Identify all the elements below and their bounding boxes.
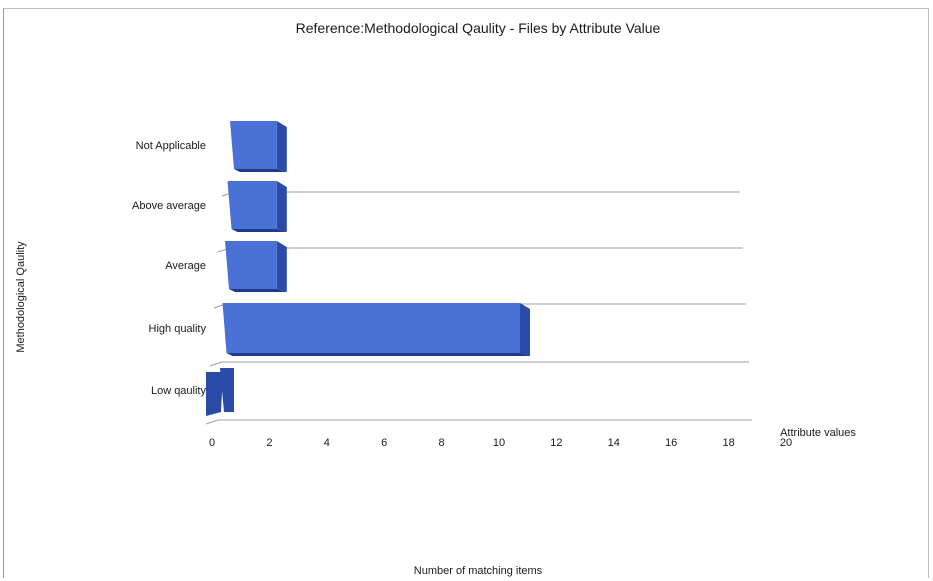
bar-average bbox=[225, 241, 277, 289]
x-tick-label: 12 bbox=[550, 437, 562, 449]
x-tick-label: 18 bbox=[722, 437, 734, 449]
x-tick-label: 8 bbox=[439, 437, 445, 449]
x-tick-label: 10 bbox=[493, 437, 505, 449]
x-tick-label: 20 bbox=[780, 437, 792, 449]
x-tick-label: 14 bbox=[608, 437, 620, 449]
category-label-not-applicable: Not Applicable bbox=[136, 140, 206, 152]
x-tick-label: 4 bbox=[324, 437, 330, 449]
category-label-average: Average bbox=[165, 260, 206, 272]
bar-above-average bbox=[227, 181, 277, 229]
grid-line-edge bbox=[205, 419, 219, 425]
bar-high-quality bbox=[222, 303, 520, 353]
grid-line-edge bbox=[209, 361, 223, 367]
x-axis-label: Number of matching items bbox=[414, 565, 543, 577]
bar-side-high-quality bbox=[520, 303, 530, 356]
bar-not-applicable bbox=[230, 121, 277, 169]
bar-low-qaulity bbox=[206, 372, 223, 416]
x-tick-label: 0 bbox=[209, 437, 215, 449]
y-axis-label: Methodological Qaulity bbox=[15, 241, 27, 353]
chart-title: Reference:Methodological Qaulity - Files… bbox=[296, 20, 661, 36]
category-label-high-quality: High quality bbox=[149, 323, 207, 335]
bar-bottom-average bbox=[229, 289, 287, 292]
bar-bottom-above-average bbox=[231, 229, 287, 232]
x-tick-label: 6 bbox=[381, 437, 387, 449]
x-tick-label: 2 bbox=[266, 437, 272, 449]
category-label-above-average: Above average bbox=[132, 200, 206, 212]
bar-low-qaulity bbox=[220, 368, 234, 412]
bar-bottom-not-applicable bbox=[234, 169, 287, 172]
bar-side-above-average bbox=[276, 181, 287, 232]
category-label-low-qaulity: Low qaulity bbox=[151, 385, 207, 397]
bar-side-average bbox=[276, 241, 287, 292]
axis-caption: Attribute values bbox=[780, 427, 856, 439]
x-tick-label: 16 bbox=[665, 437, 677, 449]
chart-frame bbox=[3, 8, 929, 578]
bar-side-not-applicable bbox=[276, 121, 287, 172]
bar-bottom-high-quality bbox=[226, 353, 530, 356]
